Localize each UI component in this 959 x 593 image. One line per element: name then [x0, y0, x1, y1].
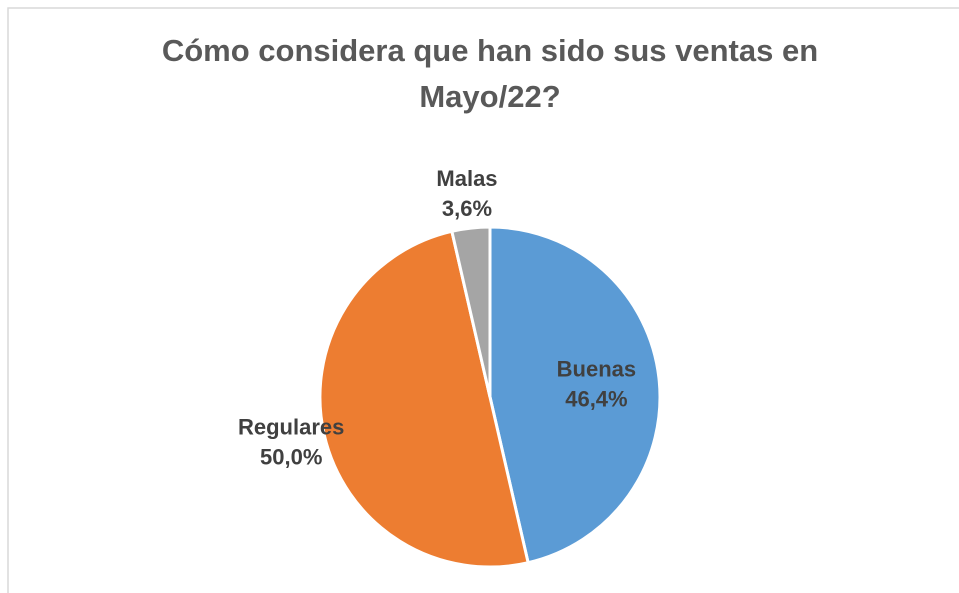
pie-slice: [450, 225, 492, 398]
slice-category-label: Regulares: [238, 415, 344, 440]
chart-title: Cómo considera que han sido sus ventas e…: [161, 33, 819, 114]
chart-border: [7, 7, 959, 593]
slice-value-label: 46,4%: [565, 387, 627, 412]
slice-category-label: Malas: [436, 166, 497, 191]
slice-value-label: 3,6%: [442, 196, 492, 221]
slice-value-label: 50,0%: [260, 445, 322, 470]
slice-category-label: Buenas: [557, 357, 636, 382]
pie-slice: [488, 225, 662, 565]
pie-slice: [318, 229, 530, 569]
